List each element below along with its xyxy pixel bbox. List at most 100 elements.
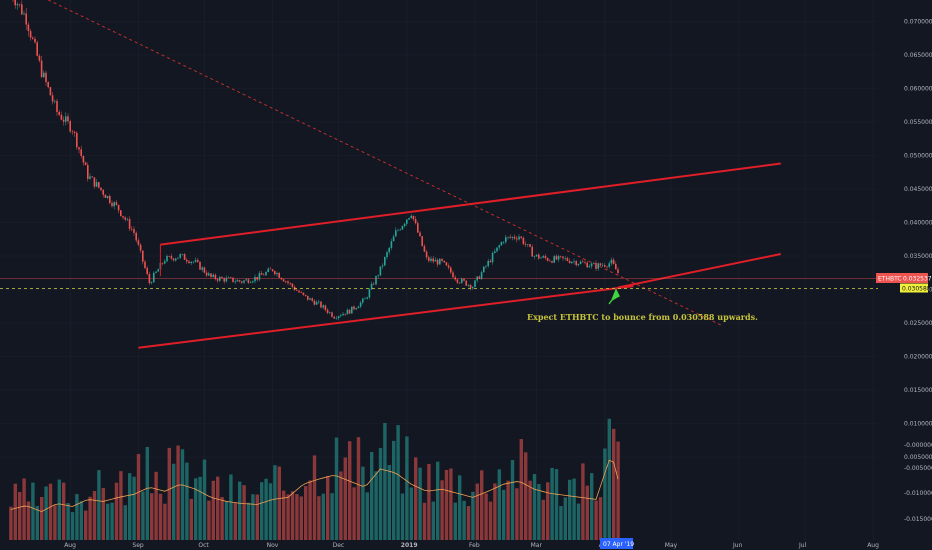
candle — [205, 270, 208, 278]
candle — [608, 261, 610, 269]
candle — [421, 235, 423, 247]
candle — [443, 260, 445, 263]
candle — [157, 268, 159, 272]
candle — [441, 258, 443, 263]
candle — [333, 315, 335, 319]
price-tick-label: 0.055000 — [904, 119, 932, 126]
volume-bar — [308, 480, 312, 540]
candle — [566, 256, 569, 262]
price-tick-label: 0.070000 — [904, 19, 932, 26]
candle — [18, 3, 21, 8]
candle — [238, 279, 241, 283]
candle — [106, 195, 109, 200]
volume-bar — [282, 490, 286, 540]
candle — [324, 304, 327, 312]
candle — [379, 266, 382, 277]
candle — [58, 110, 60, 117]
volume-bar — [594, 500, 598, 540]
volume-bar — [53, 505, 57, 540]
candle — [595, 260, 597, 272]
volume-bar — [57, 479, 61, 540]
volume-bar — [480, 470, 484, 540]
candle — [364, 296, 366, 300]
candle — [315, 300, 318, 305]
candle — [560, 255, 562, 259]
candle — [36, 40, 38, 57]
rocket-icon — [608, 288, 620, 305]
volume-bar — [506, 480, 510, 540]
candle — [373, 282, 375, 286]
volume-bar — [35, 505, 39, 540]
price-tick-label: 0.015000 — [904, 387, 932, 394]
price-tick-label: 0.010000 — [904, 421, 932, 428]
volume-bar — [414, 457, 418, 540]
candle — [329, 311, 331, 315]
volume-bar — [172, 463, 176, 540]
candle — [40, 55, 43, 79]
support-level-tag: 0.030588 — [900, 283, 931, 293]
candle — [533, 255, 536, 260]
candle — [331, 311, 333, 318]
candle — [219, 275, 221, 283]
volume-bar — [229, 474, 233, 540]
volume-bar — [286, 494, 290, 540]
volume-bar — [88, 496, 92, 540]
support-level-label: 0.030588 — [902, 286, 931, 293]
volume-bar — [365, 492, 369, 540]
candle — [60, 111, 63, 121]
volume-bar — [590, 473, 594, 540]
volume-tick-label: -0.000000 — [904, 442, 932, 449]
candle — [82, 155, 85, 166]
candlestick-series — [12, 0, 619, 321]
volume-bar — [387, 464, 391, 540]
candle — [522, 236, 525, 246]
candle — [34, 36, 36, 44]
time-tick-label: Sep — [132, 542, 144, 549]
candle — [571, 261, 573, 264]
candle — [265, 271, 267, 277]
volume-bar — [106, 503, 110, 540]
candle — [254, 274, 256, 284]
volume-bar — [198, 476, 202, 540]
candle — [100, 187, 102, 192]
candle — [186, 257, 188, 264]
volume-bar — [330, 493, 334, 540]
candle — [582, 259, 584, 263]
volume-bar — [128, 473, 132, 540]
candle — [604, 263, 606, 268]
volume-bar — [343, 457, 347, 540]
candle — [610, 257, 613, 266]
candle — [366, 296, 368, 300]
candle — [208, 271, 210, 277]
candle — [494, 248, 496, 254]
volume-bar — [304, 486, 308, 540]
candle — [601, 262, 604, 268]
candle — [487, 258, 489, 268]
candle — [509, 234, 511, 240]
volume-bar — [405, 436, 409, 540]
candle — [65, 112, 67, 126]
candle — [164, 259, 166, 265]
volume-bar — [207, 500, 211, 540]
volume-bar — [339, 471, 343, 540]
candle — [230, 276, 232, 279]
time-tick-label: Oct — [198, 542, 209, 549]
candle — [300, 290, 302, 294]
volume-bar — [374, 471, 378, 540]
candle — [322, 303, 324, 310]
candle — [516, 236, 518, 243]
volume-bar — [150, 493, 154, 540]
candle — [465, 280, 467, 287]
candle — [436, 258, 439, 268]
candle — [500, 241, 503, 246]
volume-bar — [194, 478, 198, 540]
candle — [557, 254, 560, 263]
volume-bar — [22, 478, 26, 540]
candle — [95, 179, 98, 188]
candle — [197, 257, 199, 263]
volume-bar — [581, 463, 585, 540]
candle — [342, 311, 344, 316]
candle — [430, 256, 432, 263]
volume-bar — [519, 439, 523, 540]
